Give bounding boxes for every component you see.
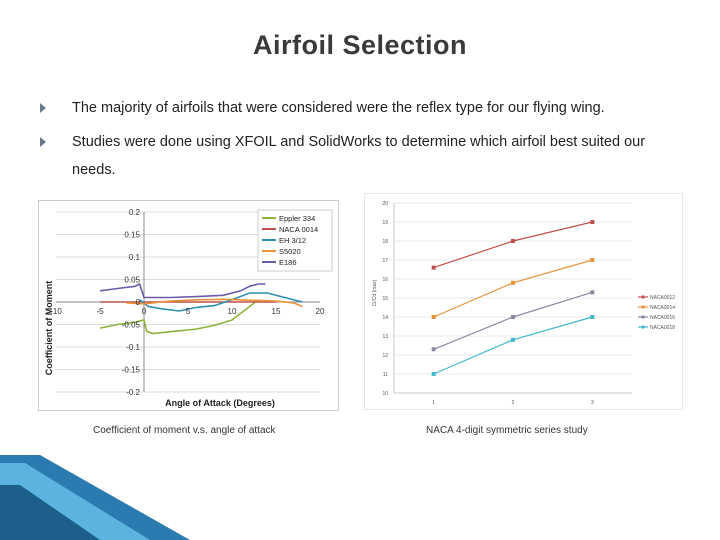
y-tick-label: -0.2 xyxy=(126,388,140,397)
data-point xyxy=(511,337,515,342)
data-point xyxy=(431,347,436,352)
x-tick-label: 5 xyxy=(186,307,191,316)
x-tick-label: 10 xyxy=(228,307,237,316)
x-tick-label: 1 xyxy=(432,400,435,406)
y-tick-label: 12 xyxy=(382,353,388,359)
bullet-text: The majority of airfoils that were consi… xyxy=(72,100,605,116)
x-tick-label: 20 xyxy=(316,307,325,316)
y-tick-label: -0.15 xyxy=(122,366,141,375)
y-tick-label: 13 xyxy=(382,334,388,340)
right-chart-caption: NACA 4-digit symmetric series study xyxy=(426,425,588,436)
x-tick-label: 2 xyxy=(512,400,515,406)
y-tick-label: 11 xyxy=(383,372,388,378)
bullet-item: Studies were done using XFOIL and SolidW… xyxy=(40,128,692,184)
y-tick-label: -0.05 xyxy=(122,321,141,330)
legend-marker xyxy=(641,305,645,309)
y-axis-label: Cl/Cd (max) xyxy=(372,279,378,306)
legend-marker xyxy=(641,315,645,319)
y-tick-label: 10 xyxy=(382,391,388,397)
y-tick-label: 18 xyxy=(382,239,388,245)
y-tick-label: 0.2 xyxy=(129,208,141,217)
data-point xyxy=(590,290,595,295)
legend-entry: S5020 xyxy=(279,247,301,256)
legend-entry: NACA0018 xyxy=(650,325,675,331)
data-point xyxy=(511,280,515,285)
y-axis-label: Coefficient of Moment xyxy=(44,281,54,376)
series-line xyxy=(99,299,259,335)
x-tick-label: 0 xyxy=(142,307,147,316)
moment-coefficient-chart: 0.20.150.10.050-0.05-0.1-0.15-0.2-10 -5 0 5… xyxy=(38,200,339,411)
legend-entry: EH 3/12 xyxy=(279,236,306,245)
data-point xyxy=(431,372,436,376)
y-tick-label: 0.05 xyxy=(124,276,140,285)
band-shape-deep xyxy=(0,485,100,540)
legend-marker xyxy=(641,325,645,329)
y-tick-label: 19 xyxy=(382,220,388,226)
series-line xyxy=(99,282,266,299)
y-tick-label: 0.1 xyxy=(129,253,141,262)
bullet-arrow-icon xyxy=(40,137,46,147)
data-point xyxy=(590,220,595,224)
data-point xyxy=(431,315,436,319)
x-tick-label: -5 xyxy=(96,307,104,316)
bullet-arrow-icon xyxy=(40,103,46,113)
x-tick-label: -10 xyxy=(50,307,62,316)
legend-entry: Eppler 334 xyxy=(279,214,315,223)
y-tick-label: 14 xyxy=(382,315,388,321)
data-point xyxy=(590,258,595,262)
y-tick-label: 16 xyxy=(382,277,388,283)
legend-entry: NACA0014 xyxy=(650,305,675,311)
x-tick-label: 3 xyxy=(591,400,594,406)
bullet-item: The majority of airfoils that were consi… xyxy=(40,94,692,122)
data-point xyxy=(590,315,595,319)
y-tick-label: 17 xyxy=(382,258,388,264)
bullet-text: Studies were done using XFOIL and SolidW… xyxy=(72,134,646,178)
data-point xyxy=(511,239,515,243)
legend-entry: NACA 0014 xyxy=(279,225,318,234)
y-tick-label: 15 xyxy=(382,296,388,302)
bottom-decorative-band xyxy=(0,455,190,540)
slide-title: Airfoil Selection xyxy=(252,30,468,60)
y-tick-label: 0.15 xyxy=(124,231,140,240)
y-tick-label: 20 xyxy=(382,201,388,207)
y-tick-label: 0 xyxy=(136,298,141,307)
chart-border xyxy=(364,193,683,410)
legend-entry: NACA0016 xyxy=(650,315,675,321)
data-point xyxy=(431,265,436,270)
legend-entry: E186 xyxy=(279,258,297,267)
legend-marker xyxy=(641,295,645,299)
x-axis-label: Angle of Attack (Degrees) xyxy=(165,398,275,408)
legend-entry: NACA0012 xyxy=(650,295,675,301)
left-chart-caption: Coefficient of moment v.s. angle of atta… xyxy=(93,425,276,436)
x-tick-label: 15 xyxy=(272,307,281,316)
series-line xyxy=(139,292,303,312)
y-tick-label: -0.1 xyxy=(126,343,140,352)
data-point xyxy=(511,315,515,319)
series-line xyxy=(126,298,303,308)
